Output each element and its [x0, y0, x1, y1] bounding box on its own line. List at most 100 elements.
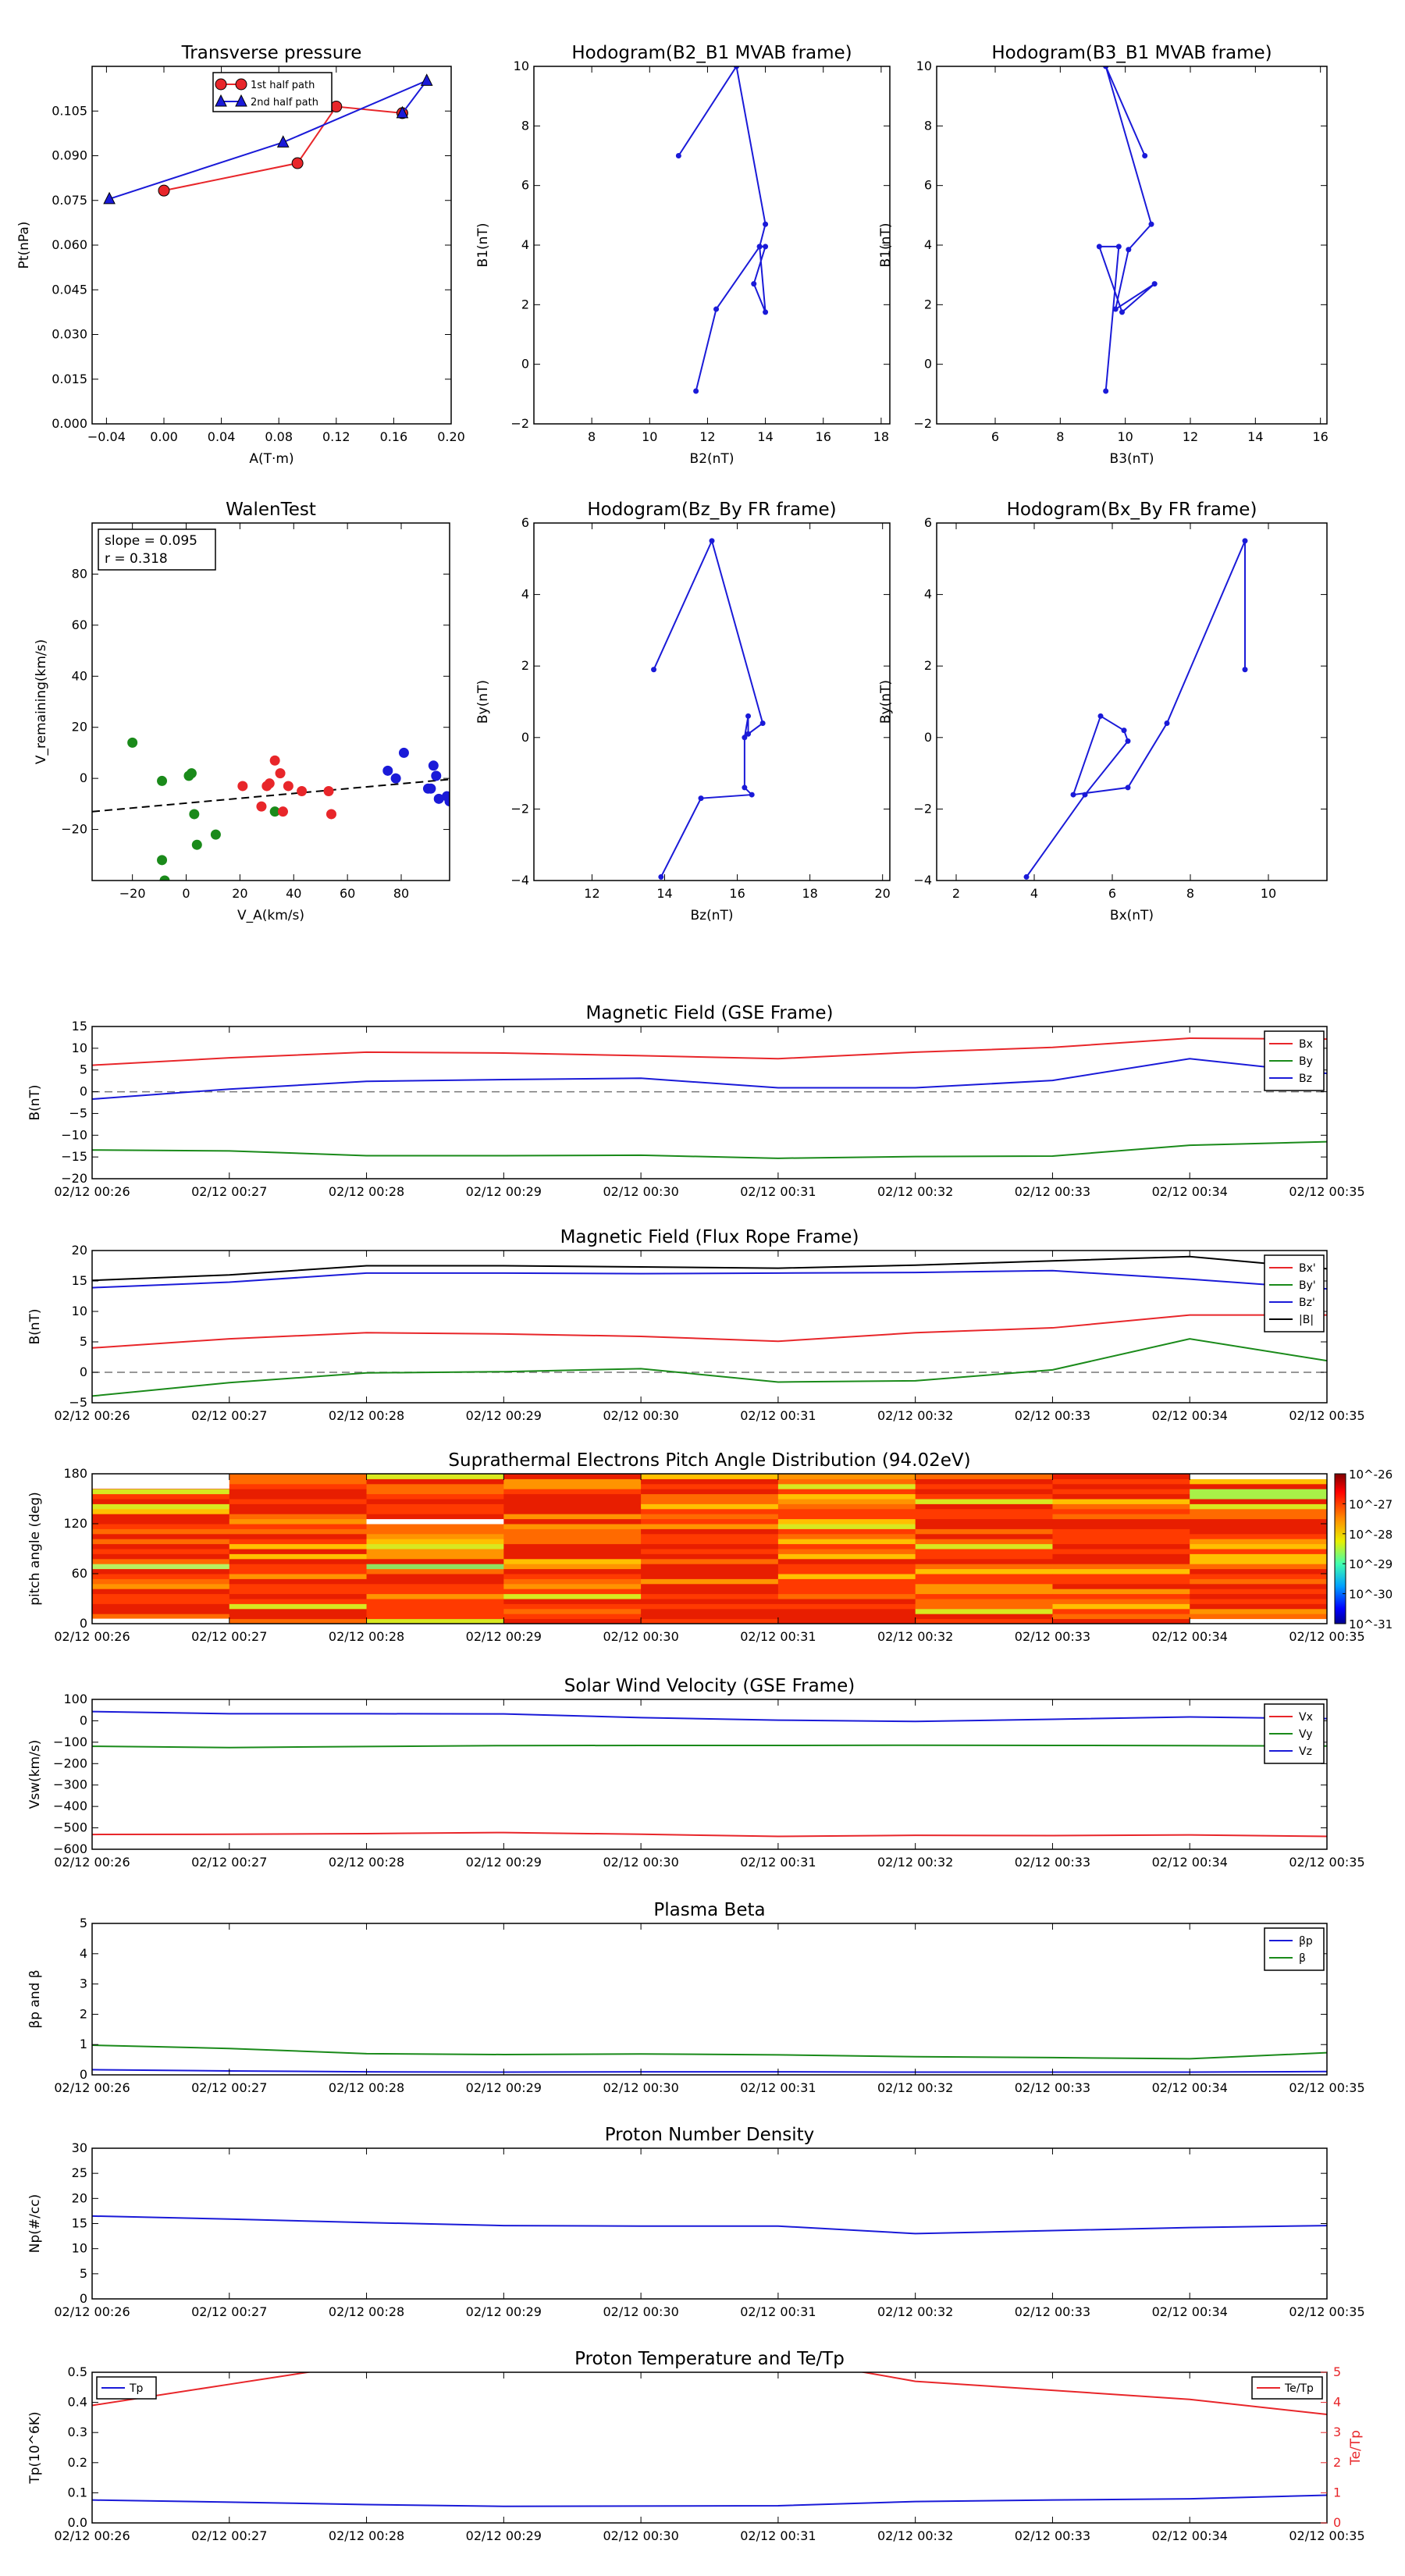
heatmap-cell	[777, 1493, 916, 1500]
y-tick-label: 0.2	[68, 2455, 87, 2470]
heatmap-cell	[1052, 1549, 1190, 1554]
x-tick-label: 18	[802, 886, 817, 901]
y-tick-label: 0	[80, 2291, 87, 2306]
plot-area	[675, 66, 769, 394]
x-tick-label: 02/12 00:33	[1015, 1629, 1090, 1644]
y-tick-label: 0	[80, 1713, 87, 1727]
heatmap-cell	[777, 1574, 916, 1579]
heatmap-cell	[915, 1568, 1053, 1574]
y-tick-label: 0	[80, 1364, 87, 1379]
y-axis-label: βp and β	[27, 1969, 43, 2028]
heatmap-cell	[1190, 1508, 1328, 1514]
heatmap-cell	[1190, 1483, 1328, 1489]
y-tick-label: 0	[80, 2067, 87, 2082]
heatmap-cell	[366, 1614, 504, 1620]
legend-label: Bx	[1299, 1038, 1313, 1051]
heatmap-cell	[366, 1514, 504, 1520]
y-tick-label: −600	[53, 1841, 87, 1856]
heatmap-cell	[229, 1478, 368, 1485]
data-point	[127, 737, 138, 748]
heatmap-cell	[366, 1508, 504, 1514]
heatmap-cell	[1052, 1553, 1190, 1560]
x-tick-label: 0.20	[437, 429, 465, 444]
heatmap-cell	[1052, 1478, 1190, 1485]
heatmap-cell	[92, 1514, 230, 1520]
heatmap-cell	[366, 1578, 504, 1585]
heatmap-cell	[229, 1514, 368, 1520]
heatmap-cell	[1052, 1564, 1190, 1570]
heatmap-cell	[503, 1478, 642, 1485]
y-axis-label: pitch angle (deg)	[27, 1492, 43, 1606]
legend-box	[1264, 1927, 1325, 1971]
heatmap-cell	[1190, 1614, 1328, 1620]
data-point	[330, 101, 343, 113]
legend-label: Vy	[1299, 1728, 1313, 1741]
heatmap-cell	[1052, 1474, 1190, 1479]
legend-label: By'	[1299, 1279, 1316, 1292]
data-point	[325, 809, 336, 820]
axes-frame	[91, 522, 450, 881]
legend-label: 1st half path	[251, 80, 315, 91]
series-line	[92, 2069, 1327, 2073]
series-line	[92, 1744, 1327, 1749]
x-tick-label: 02/12 00:32	[877, 1184, 953, 1199]
heatmap-cell	[915, 1493, 1053, 1500]
heatmap-cell	[641, 1574, 779, 1579]
x-tick-label: 02/12 00:34	[1152, 1855, 1228, 1870]
x-tick-label: 0.00	[150, 429, 178, 444]
legend-label: Tp	[129, 2382, 144, 2395]
series-line	[92, 2494, 1327, 2507]
heatmap-cell	[229, 1474, 368, 1479]
heatmap-cell	[915, 1499, 1053, 1504]
y-tick-label: 0.030	[52, 327, 87, 342]
heatmap-cell	[915, 1483, 1053, 1489]
heatmap-cell	[1190, 1493, 1328, 1500]
heatmap-cell	[641, 1618, 779, 1624]
x-tick-label: 02/12 00:30	[603, 2080, 678, 2095]
x-tick-label: 02/12 00:32	[877, 1408, 953, 1423]
heatmap-cell	[777, 1499, 916, 1504]
heatmap-cell	[641, 1539, 779, 1545]
chart-title: Transverse pressure	[181, 43, 362, 63]
heatmap-cell	[366, 1493, 504, 1500]
heatmap-cell	[641, 1478, 779, 1485]
data-point	[215, 78, 227, 91]
heatmap-cell	[1052, 1489, 1190, 1495]
heatmap-cell	[641, 1528, 779, 1535]
y-tick-label: 4	[924, 587, 932, 602]
heatmap-cell	[1052, 1583, 1190, 1589]
chart-title: WalenTest	[226, 500, 316, 520]
plot-area	[92, 1037, 1327, 1159]
heatmap-cell	[1052, 1608, 1190, 1614]
heatmap-cell	[915, 1508, 1053, 1514]
heatmap-cell	[1190, 1503, 1328, 1510]
y-tick-label: 10	[72, 1304, 87, 1318]
y-tick-label: 0.090	[52, 148, 87, 163]
heatmap-cell	[366, 1524, 504, 1529]
heatmap-cell	[915, 1524, 1053, 1529]
x-tick-label: 02/12 00:27	[191, 1408, 267, 1423]
y-tick-label: 0.105	[52, 103, 87, 118]
heatmap-cell	[229, 1489, 368, 1495]
data-point	[742, 735, 748, 741]
heatmap-cell	[915, 1608, 1053, 1614]
heatmap-cell	[777, 1489, 916, 1495]
heatmap-cell	[1190, 1553, 1328, 1560]
legend-label: βp	[1299, 1935, 1313, 1948]
y-tick-label: −10	[61, 1127, 87, 1142]
chart-title: Solar Wind Velocity (GSE Frame)	[564, 1676, 855, 1696]
x-tick-label: 16	[1312, 429, 1328, 444]
y-tick-label: 10	[72, 2241, 87, 2256]
heatmap-cell	[641, 1493, 779, 1500]
heatmap-cell	[1190, 1568, 1328, 1574]
heatmap-cell	[777, 1528, 916, 1535]
y-tick-label: 8	[521, 118, 529, 133]
heatmap-cell	[229, 1543, 368, 1550]
x-tick-label: 02/12 00:30	[603, 1184, 678, 1199]
chart-title: Hodogram(B2_B1 MVAB frame)	[571, 43, 852, 63]
heatmap-cell	[503, 1608, 642, 1614]
heatmap-cell	[777, 1593, 916, 1599]
x-tick-label: 02/12 00:28	[329, 2528, 404, 2543]
x-tick-label: 20	[232, 886, 247, 901]
plot-area	[92, 737, 450, 881]
